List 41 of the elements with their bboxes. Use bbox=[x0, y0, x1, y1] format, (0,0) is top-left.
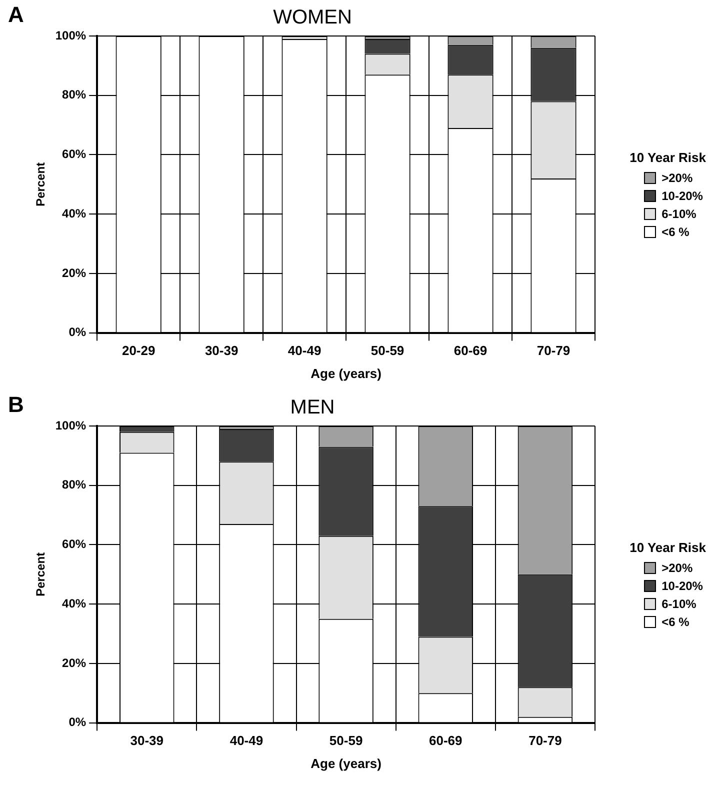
x-tick-label: 40-49 bbox=[288, 343, 322, 358]
legend-label: 6-10% bbox=[662, 207, 696, 221]
y-tick-label: 40% bbox=[62, 206, 86, 220]
legend-label: 6-10% bbox=[662, 597, 696, 611]
text: <6 % bbox=[662, 615, 690, 629]
chart-title: WOMEN bbox=[273, 6, 352, 29]
y-tick-label: 100% bbox=[55, 418, 86, 432]
legend-label: 10-20% bbox=[662, 579, 703, 593]
x-axis-title: Age (years) bbox=[310, 756, 382, 771]
x-tick-label: 50-59 bbox=[370, 343, 404, 358]
y-tick-label: 60% bbox=[62, 537, 86, 552]
y-tick-label: 20% bbox=[62, 266, 86, 280]
x-tick-label: 70-79 bbox=[536, 343, 570, 358]
y-axis-title: Percent bbox=[34, 552, 48, 596]
y-tick-label: 80% bbox=[62, 478, 86, 492]
text: B bbox=[8, 392, 24, 418]
y-tick-label: 80% bbox=[62, 88, 86, 102]
x-tick-label: 30-39 bbox=[130, 733, 164, 748]
text: <6 % bbox=[662, 225, 690, 239]
x-tick-label: 40-49 bbox=[230, 733, 264, 748]
x-tick-label: 20-29 bbox=[122, 343, 156, 358]
y-tick-label: 60% bbox=[62, 147, 86, 162]
legend-label: 10-20% bbox=[662, 189, 703, 203]
x-tick-label: 60-69 bbox=[454, 343, 488, 358]
x-tick-label: 30-39 bbox=[204, 343, 238, 358]
x-tick-label: 70-79 bbox=[528, 733, 562, 748]
y-tick-label: 40% bbox=[62, 596, 86, 610]
y-axis-title: Percent bbox=[34, 162, 48, 206]
legend-title: 10 Year Risk bbox=[630, 540, 706, 555]
x-axis-title: Age (years) bbox=[310, 366, 382, 381]
legend-label: >20% bbox=[662, 561, 693, 575]
y-tick-label: 20% bbox=[62, 656, 86, 670]
legend-label: >20% bbox=[662, 171, 693, 185]
y-tick-label: 0% bbox=[68, 325, 86, 340]
chart-title: MEN bbox=[290, 396, 335, 419]
x-tick-label: 60-69 bbox=[429, 733, 462, 748]
legend-title: 10 Year Risk bbox=[630, 150, 706, 165]
y-tick-label: 0% bbox=[68, 715, 86, 730]
y-tick-label: 100% bbox=[55, 28, 86, 42]
x-tick-label: 50-59 bbox=[329, 733, 363, 748]
text: A bbox=[8, 2, 24, 28]
